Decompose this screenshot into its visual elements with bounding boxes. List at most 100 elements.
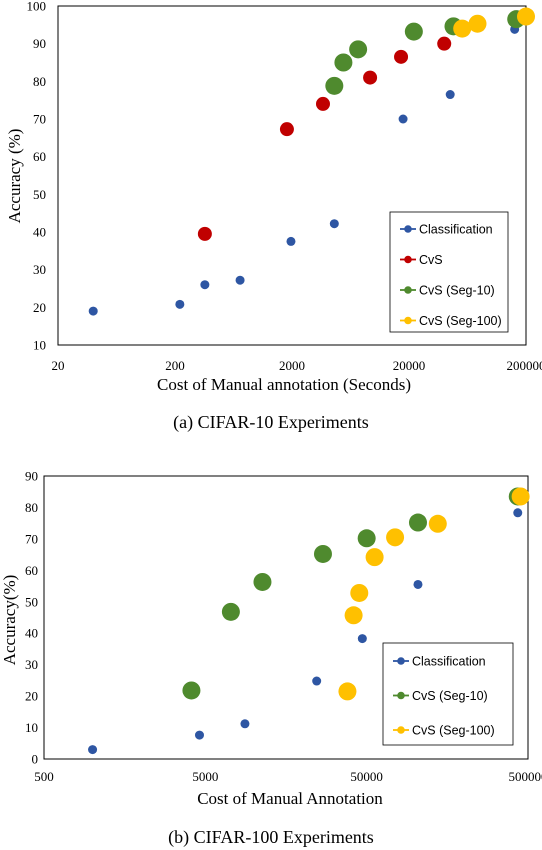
data-point <box>329 219 339 229</box>
legend-label: CvS (Seg-10) <box>412 689 488 703</box>
data-point <box>334 53 353 72</box>
chart-b-x-ticks: 500 5000 50000 500000 <box>34 769 542 784</box>
y-tick-label: 10 <box>33 338 46 353</box>
data-point <box>445 90 455 100</box>
chart-a-legend: Classification CvS CvS (Seg-10) CvS (Seg-10… <box>389 211 509 333</box>
y-tick-label: 90 <box>25 469 38 484</box>
chart-a-y-ticks: 10 20 30 40 50 60 70 80 90 100 <box>27 0 47 353</box>
data-point <box>338 682 357 701</box>
y-tick-label: 70 <box>25 531 38 546</box>
x-tick-label: 200000 <box>507 358 542 373</box>
data-point <box>197 226 212 241</box>
x-tick-label: 50000 <box>350 769 383 784</box>
chart-b-caption: (b) CIFAR-100 Experiments <box>168 827 374 848</box>
data-point <box>365 548 384 567</box>
chart-a-legend-box <box>389 211 509 333</box>
data-point <box>312 676 322 686</box>
chart-a-xlabel: Cost of Manual annotation (Seconds) <box>157 375 411 394</box>
legend-label: CvS (Seg-10) <box>419 284 495 298</box>
chart-b-plot-border <box>43 475 529 760</box>
chart-a-points <box>88 7 535 316</box>
data-point <box>394 49 409 64</box>
y-tick-label: 30 <box>33 262 46 277</box>
chart-a-plot-border <box>57 5 527 346</box>
data-point <box>194 730 204 740</box>
chart-b-points <box>88 487 530 755</box>
data-point <box>88 306 98 316</box>
y-tick-label: 20 <box>33 300 46 315</box>
data-point <box>350 583 369 602</box>
y-tick-label: 80 <box>33 74 46 89</box>
data-point <box>286 236 296 246</box>
data-point <box>468 14 487 33</box>
chart-b-ylabel: Accuracy(%) <box>0 575 19 666</box>
y-tick-label: 40 <box>25 626 38 641</box>
data-point <box>386 528 405 547</box>
chart-a: 10 20 30 40 50 60 70 80 90 100 20 200 2000 20000 2000… <box>5 0 542 433</box>
y-tick-label: 30 <box>25 657 38 672</box>
data-point <box>413 579 423 589</box>
legend-marker <box>404 225 412 233</box>
chart-a-legend-items: Classification CvS CvS (Seg-10) CvS (Seg-10… <box>400 223 502 328</box>
legend-marker <box>397 726 405 734</box>
data-point <box>200 280 210 290</box>
data-point <box>253 572 272 591</box>
legend-marker <box>404 286 412 294</box>
chart-b-xlabel: Cost of Manual Annotation <box>197 789 383 808</box>
legend-label: Classification <box>412 655 486 669</box>
data-point <box>279 122 294 137</box>
y-tick-label: 100 <box>27 0 47 14</box>
y-tick-label: 50 <box>33 187 46 202</box>
y-tick-label: 90 <box>33 36 46 51</box>
data-point <box>513 508 523 518</box>
data-point <box>240 719 250 729</box>
data-point <box>511 487 530 506</box>
chart-b-legend-box <box>382 642 514 746</box>
data-point <box>398 114 408 124</box>
legend-label: CvS (Seg-100) <box>419 314 502 328</box>
data-point <box>349 40 368 59</box>
chart-a-caption: (a) CIFAR-10 Experiments <box>173 412 369 433</box>
y-tick-label: 50 <box>25 594 38 609</box>
data-point <box>315 96 330 111</box>
data-point <box>344 606 363 625</box>
y-tick-label: 60 <box>33 149 46 164</box>
chart-b-legend: Classification CvS (Seg-10) CvS (Seg-100) <box>382 642 514 746</box>
x-tick-label: 2000 <box>279 358 305 373</box>
x-tick-label: 500 <box>34 769 54 784</box>
legend-label: Classification <box>419 223 493 237</box>
data-point <box>453 19 472 38</box>
data-point <box>357 634 367 644</box>
legend-marker <box>397 691 405 700</box>
data-point <box>182 681 201 700</box>
data-point <box>221 602 240 621</box>
x-tick-label: 500000 <box>509 769 542 784</box>
legend-marker <box>404 255 412 264</box>
data-point <box>313 544 332 563</box>
chart-b: 0 10 20 30 40 50 60 70 80 90 500 5000 50000 500000 A… <box>0 469 542 849</box>
y-tick-label: 0 <box>32 752 39 767</box>
data-point <box>408 513 427 532</box>
chart-b-y-ticks: 0 10 20 30 40 50 60 70 80 90 <box>25 469 38 767</box>
data-point <box>357 529 376 548</box>
data-point <box>404 22 423 41</box>
y-tick-label: 40 <box>33 225 46 240</box>
y-tick-label: 20 <box>25 689 38 704</box>
chart-a-ylabel: Accuracy (%) <box>5 129 24 224</box>
legend-label: CvS <box>419 253 443 267</box>
legend-label: CvS (Seg-100) <box>412 724 495 738</box>
y-tick-label: 60 <box>25 563 38 578</box>
data-point <box>325 76 344 95</box>
chart-a-x-ticks: 20 200 2000 20000 200000 <box>52 358 542 373</box>
data-point <box>517 7 535 26</box>
data-point <box>363 70 378 85</box>
data-point <box>437 36 452 51</box>
y-tick-label: 70 <box>33 112 46 127</box>
y-tick-label: 80 <box>25 500 38 515</box>
x-tick-label: 200 <box>165 358 185 373</box>
x-tick-label: 20000 <box>393 358 426 373</box>
chart-b-legend-items: Classification CvS (Seg-10) CvS (Seg-100) <box>393 655 495 738</box>
legend-marker <box>397 657 405 665</box>
data-point <box>88 745 98 755</box>
